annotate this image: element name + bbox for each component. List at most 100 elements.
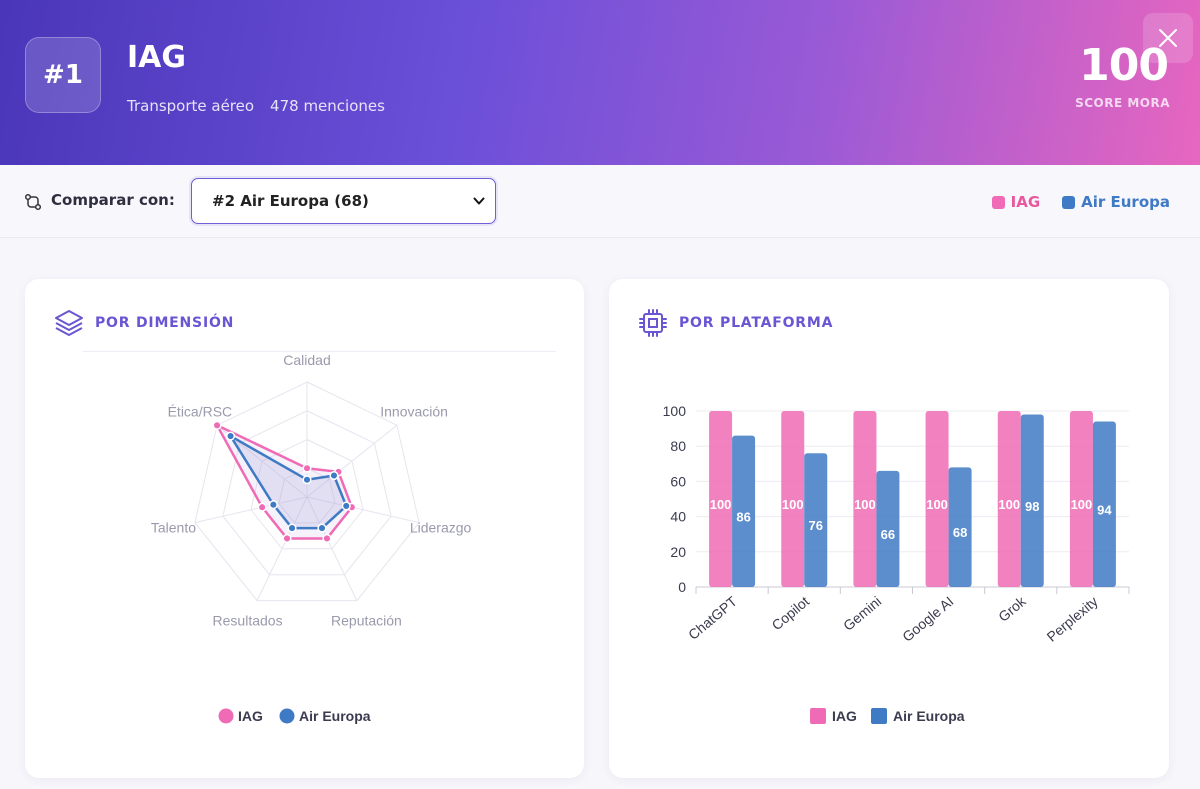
x-category-label: Grok — [995, 592, 1029, 624]
x-category-label: Copilot — [768, 593, 812, 633]
radar-spoke — [306, 424, 398, 498]
bar-value-label: 98 — [1025, 499, 1039, 514]
y-tick-label: 60 — [670, 473, 686, 489]
bar-value-label: 100 — [998, 497, 1020, 512]
dimension-card-title: POR DIMENSIÓN — [95, 315, 235, 331]
radar-axis-label: Innovación — [380, 404, 448, 420]
chevron-down-icon — [473, 197, 485, 205]
radar-grid-ring — [278, 467, 336, 524]
x-category-label: ChatGPT — [685, 593, 740, 643]
bar-air-europa — [876, 470, 900, 587]
radar-spoke — [306, 496, 358, 601]
brand-meta: Transporte aéreo 478 menciones — [127, 97, 385, 115]
brand-header: #1 IAG Transporte aéreo 478 menciones 10… — [0, 0, 1200, 165]
radar-axis-label: Talento — [151, 519, 196, 535]
radar-point — [268, 500, 278, 510]
radar-chart: Calidad Innovación Liderazgo Reputación Resu… — [151, 352, 472, 724]
bar-value-label: 66 — [881, 527, 895, 542]
legend-swatch — [1062, 195, 1076, 209]
legend-dot — [279, 708, 295, 724]
brand-mentions: 478 menciones — [270, 97, 385, 115]
radar-series-air-europa — [229, 434, 348, 530]
legend-label: IAG — [1010, 193, 1041, 211]
radar-grid-ring — [222, 410, 392, 576]
bar-air-europa — [1092, 421, 1116, 587]
bar-value-label: 100 — [854, 497, 876, 512]
bar-value-label: 100 — [1071, 497, 1093, 512]
legend-dot — [218, 708, 234, 724]
rank-value: #1 — [43, 60, 83, 90]
layers-icon — [55, 310, 83, 336]
bar-value-label: 100 — [782, 497, 804, 512]
radar-series-iag — [214, 422, 354, 540]
legend-item-iag: IAG — [991, 193, 1041, 211]
radar-point — [257, 502, 267, 512]
radar-point — [322, 533, 332, 543]
bar-value-label: 68 — [953, 525, 967, 540]
close-button[interactable] — [1143, 13, 1193, 63]
legend-swatch — [871, 708, 887, 724]
legend-item-air-europa: Air Europa — [1062, 193, 1170, 211]
legend-label: Air Europa — [893, 708, 965, 724]
top-legend: IAG Air Europa — [991, 193, 1170, 211]
platform-card-title: POR PLATAFORMA — [679, 315, 834, 331]
radar-point — [329, 470, 339, 481]
bar-value-label: 76 — [809, 518, 823, 533]
bar-legend: IAG Air Europa — [810, 708, 965, 724]
radar-axis-label: Liderazgo — [410, 519, 472, 535]
bar-value-label: 100 — [926, 497, 948, 512]
divider — [83, 351, 556, 352]
radar-axis-label: Resultados — [213, 612, 283, 628]
radar-point — [282, 533, 292, 543]
legend-label: IAG — [832, 708, 857, 724]
radar-axis-label: Ética/RSC — [168, 404, 233, 420]
bar-air-europa — [1020, 414, 1044, 587]
radar-point — [341, 501, 351, 511]
radar-spoke — [306, 496, 420, 524]
x-category-label: Google AI — [899, 593, 956, 645]
y-tick-label: 20 — [670, 544, 686, 560]
y-tick-label: 0 — [678, 579, 686, 595]
x-category-label: Gemini — [840, 593, 884, 634]
bar-iag — [997, 411, 1021, 587]
platform-card: POR PLATAFORMA 0 20 40 60 80 100 100 86 ChatGPT 1… — [609, 279, 1169, 778]
y-tick-label: 40 — [670, 509, 686, 525]
legend-label: Air Europa — [299, 708, 371, 724]
compare-select-value: #2 Air Europa (68) — [212, 192, 369, 210]
bar-iag — [781, 411, 805, 587]
bar-value-label: 86 — [736, 509, 750, 524]
bar-air-europa — [732, 435, 756, 587]
radar-point — [302, 475, 312, 485]
bar-chart: 0 20 40 60 80 100 100 86 ChatGPT 100 76 Copilot 100 6… — [663, 403, 1130, 724]
y-tick-label: 80 — [670, 438, 686, 454]
radar-axis-label: Reputación — [331, 612, 402, 628]
bar-value-label: 94 — [1097, 502, 1112, 517]
bar-iag — [1069, 411, 1093, 587]
radar-grid-ring — [194, 381, 420, 602]
bar-value-label: 100 — [710, 497, 732, 512]
x-category-label: Perplexity — [1043, 593, 1100, 645]
legend-swatch — [810, 708, 826, 724]
legend-swatch — [991, 195, 1005, 209]
radar-grid — [194, 381, 420, 602]
bar-grid — [696, 410, 1129, 588]
radar-point — [226, 431, 236, 441]
radar-grid-ring — [250, 438, 364, 550]
radar-spoke — [194, 496, 308, 524]
bar-air-europa — [948, 467, 972, 587]
radar-point — [212, 420, 222, 430]
brand-sector: Transporte aéreo — [127, 97, 255, 115]
close-icon — [1159, 29, 1177, 47]
compare-label: Comparar con: — [51, 191, 175, 209]
radar-point — [317, 523, 327, 533]
bar-iag — [853, 411, 877, 587]
brand-name: IAG — [127, 40, 187, 75]
compare-select[interactable]: #2 Air Europa (68) — [191, 178, 496, 224]
legend-label: Air Europa — [1081, 193, 1170, 211]
compare-icon — [24, 193, 42, 211]
rank-badge: #1 — [25, 37, 101, 113]
dimension-card-header: POR DIMENSIÓN — [53, 307, 234, 339]
radar-point — [302, 463, 312, 473]
radar-point — [287, 523, 297, 533]
radar-axis-label: Calidad — [283, 352, 330, 368]
